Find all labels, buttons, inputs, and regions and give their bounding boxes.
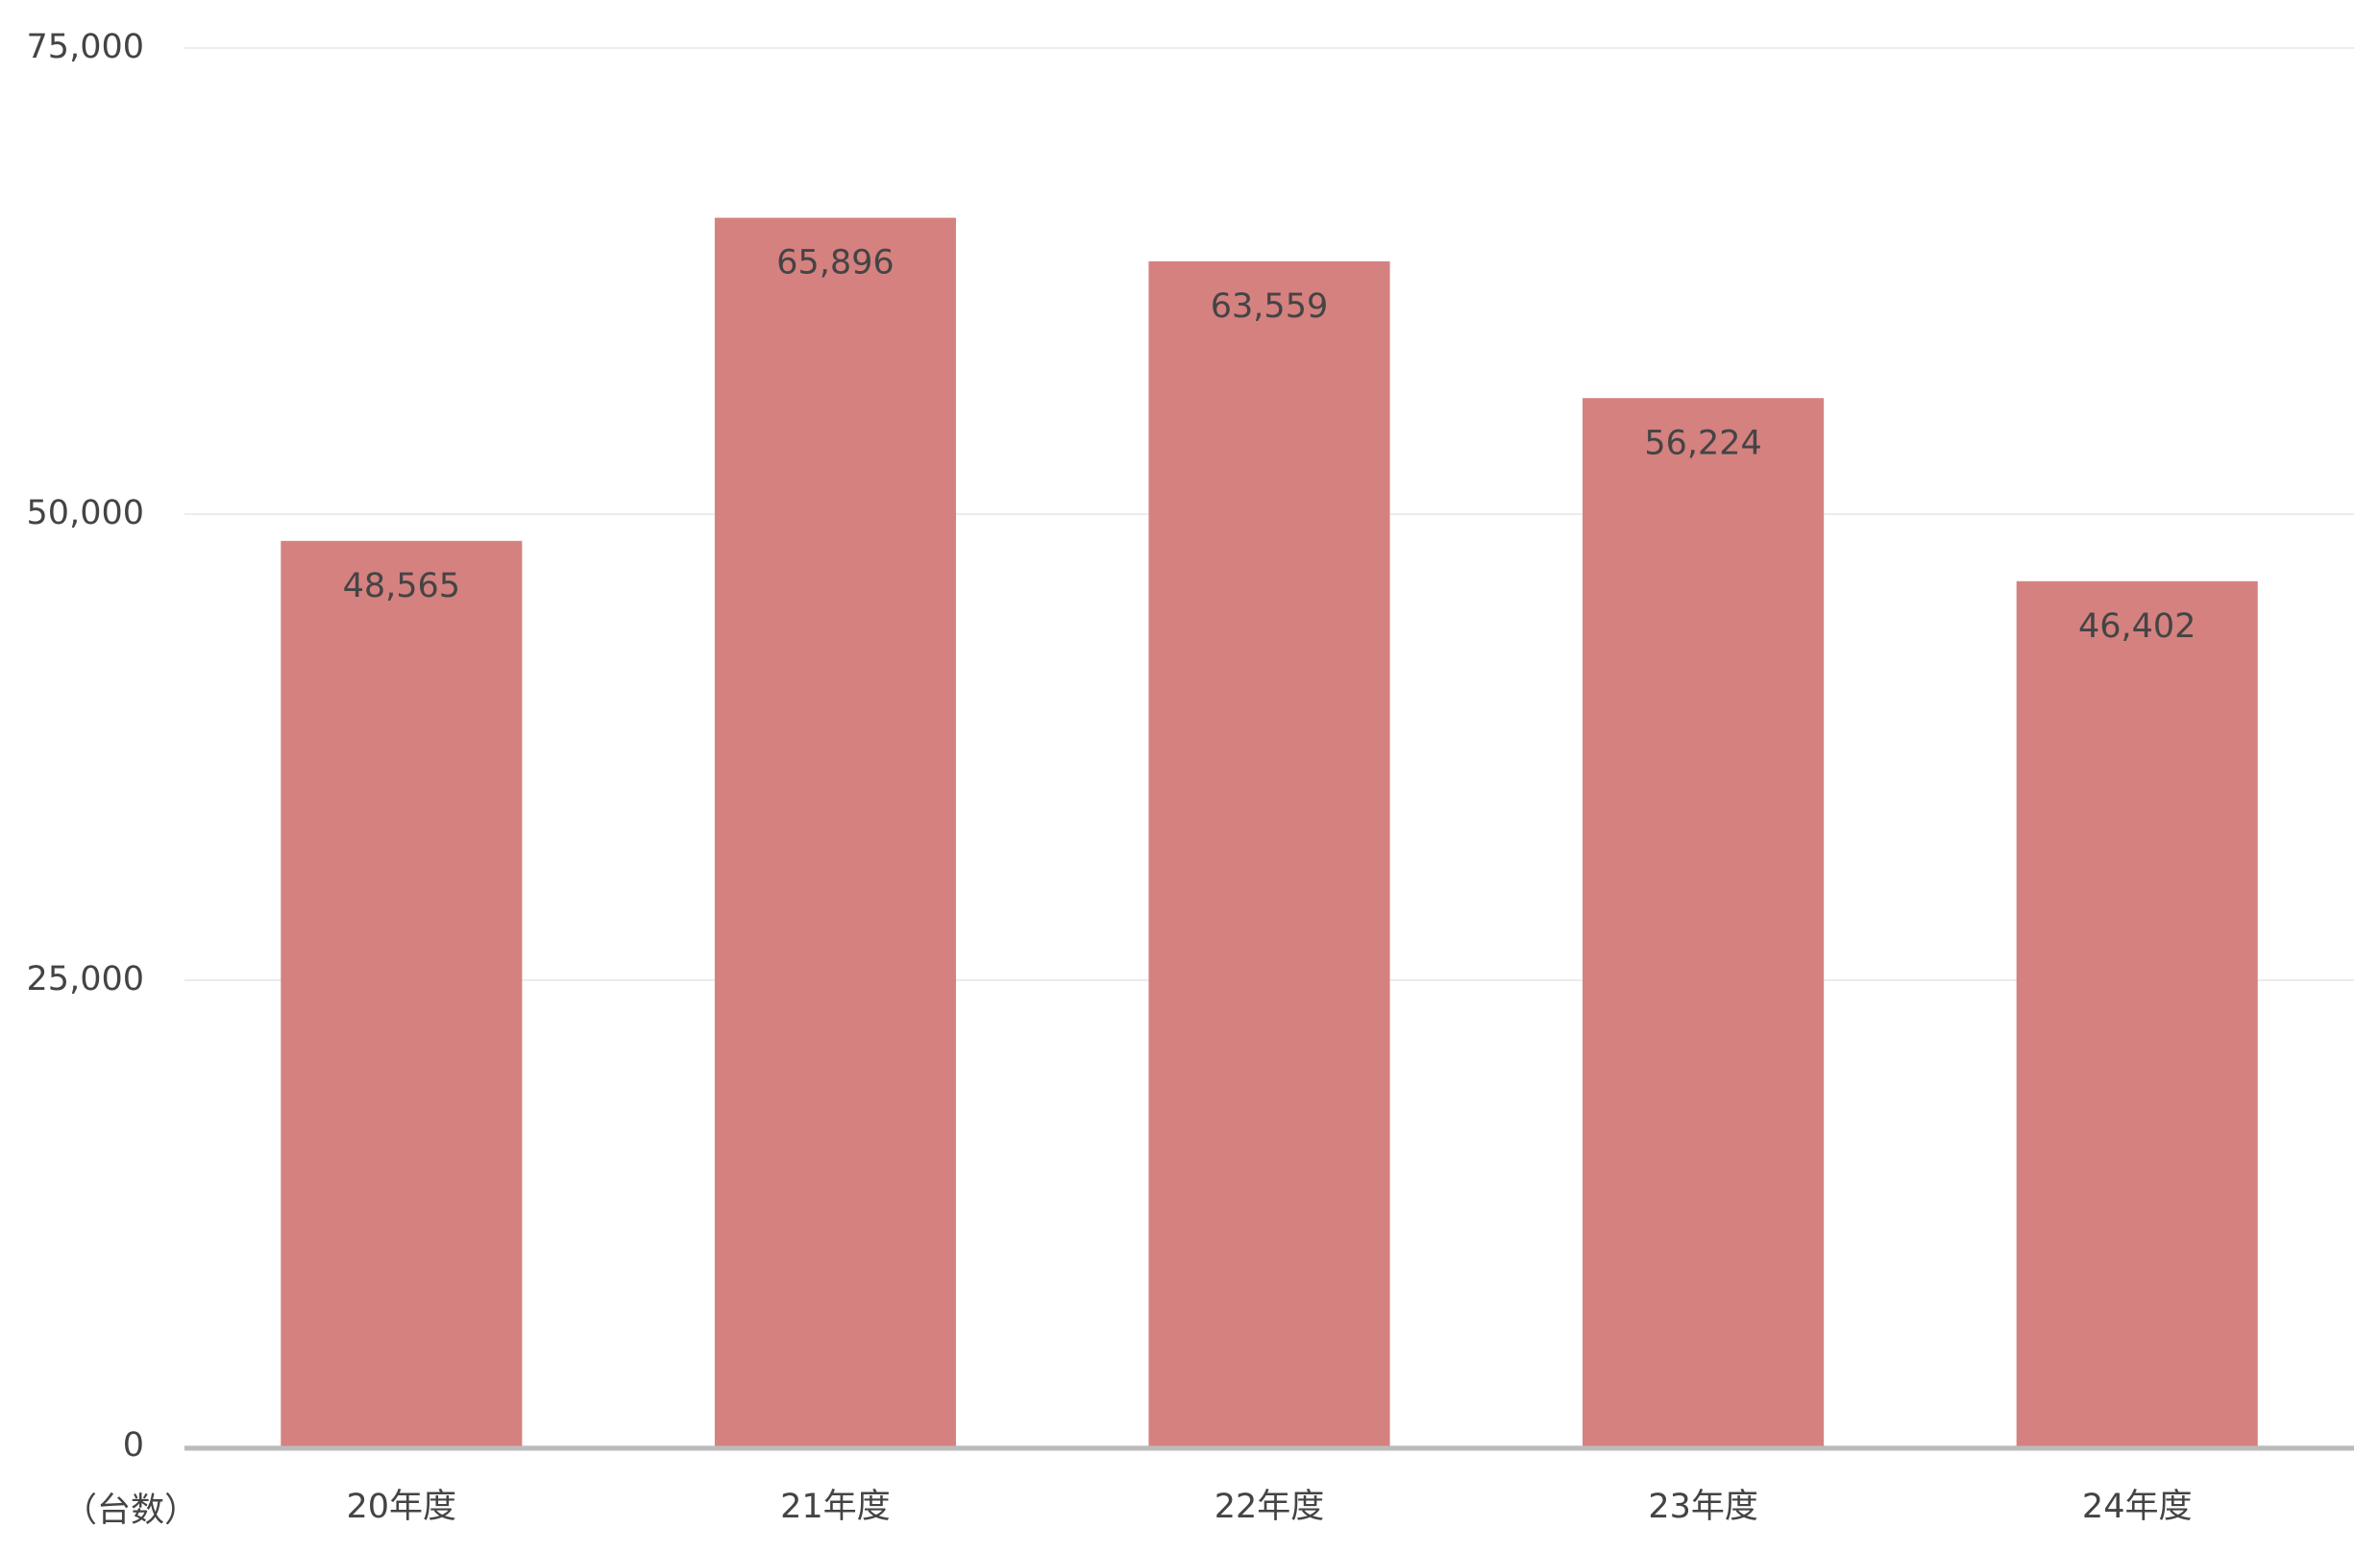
x-tick-label: 24年度 xyxy=(2082,1488,2193,1526)
bar xyxy=(1583,398,1825,1446)
value-label: 65,896 xyxy=(776,244,894,283)
value-label: 56,224 xyxy=(1644,424,1761,462)
x-tick-label: 20年度 xyxy=(347,1488,457,1526)
y-tick-label: 25,000 xyxy=(27,960,144,998)
x-tick-label: 21年度 xyxy=(780,1488,891,1526)
value-label: 46,402 xyxy=(2078,607,2196,646)
bar xyxy=(2016,580,2258,1446)
value-label: 63,559 xyxy=(1211,287,1328,326)
x-tick-label: 22年度 xyxy=(1215,1488,1325,1526)
bar xyxy=(1148,260,1390,1446)
x-tick-label: 23年度 xyxy=(1648,1488,1758,1526)
y-tick-label: 75,000 xyxy=(27,28,144,66)
y-axis-label: （台数） xyxy=(63,1491,198,1530)
y-tick-label: 0 xyxy=(123,1426,144,1465)
bar xyxy=(714,217,956,1447)
y-tick-label: 50,000 xyxy=(27,494,144,532)
bar xyxy=(281,540,523,1446)
value-label: 48,565 xyxy=(343,567,460,605)
